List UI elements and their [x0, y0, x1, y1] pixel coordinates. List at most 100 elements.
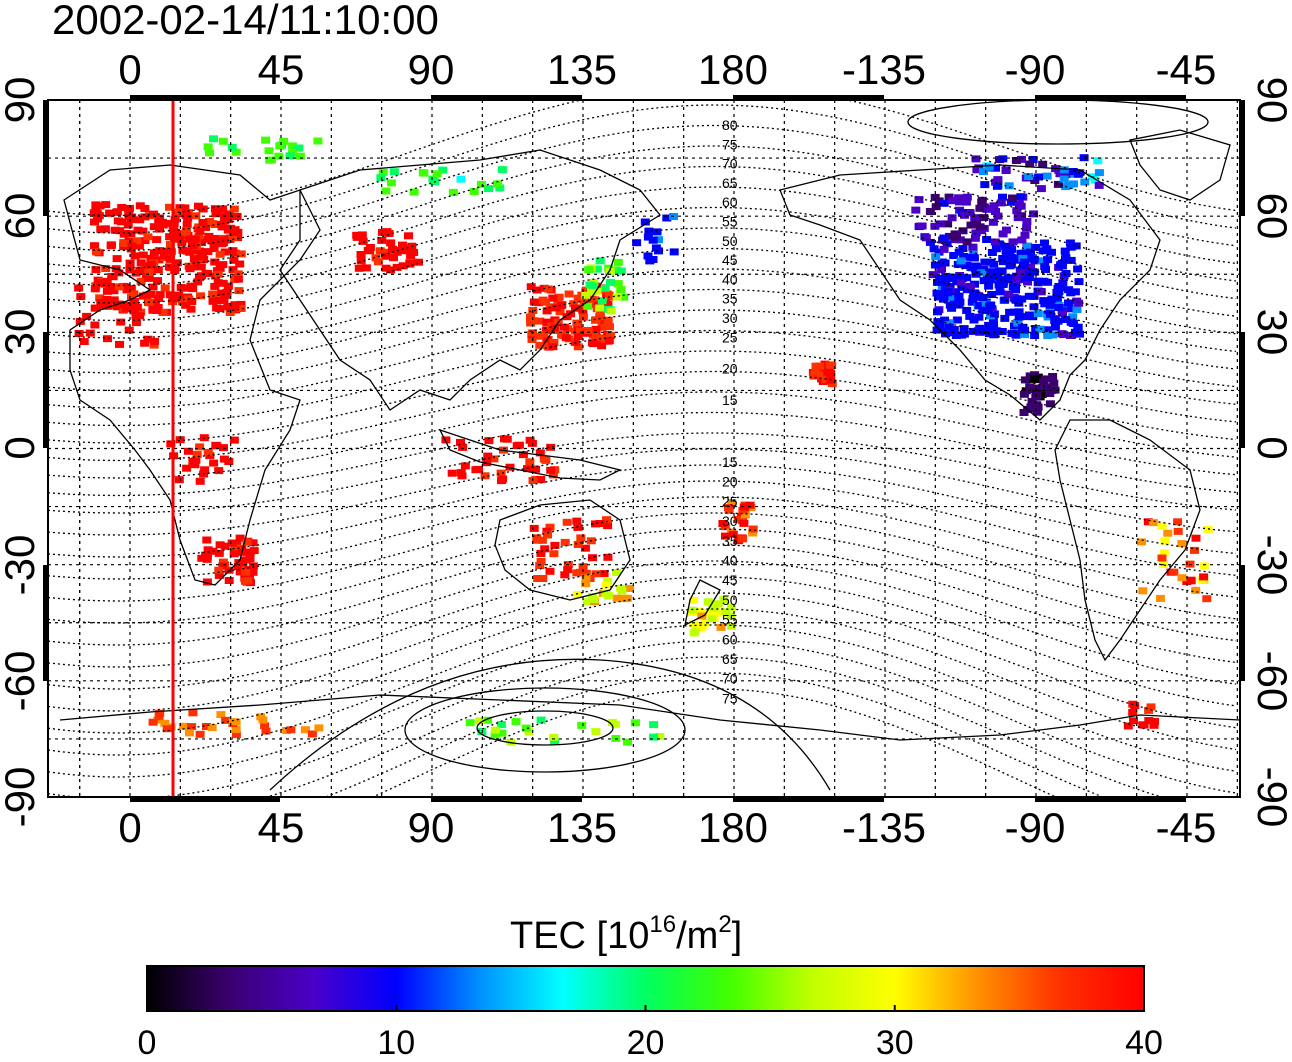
tec-cell [155, 709, 165, 717]
tec-cell [951, 288, 960, 296]
tec-cell [121, 304, 131, 312]
tec-cell [1055, 170, 1065, 178]
tec-cell [1199, 562, 1209, 570]
tec-cell [591, 316, 600, 324]
tec-cell [1017, 236, 1027, 244]
tec-cell [1123, 722, 1133, 730]
geomagnetic-contour [48, 206, 1237, 322]
tec-cell [165, 203, 174, 211]
tec-cell [566, 310, 575, 318]
tec-cell [389, 168, 399, 176]
tec-cell [1190, 546, 1199, 554]
tec-cell [921, 234, 931, 242]
tec-cell [581, 574, 591, 582]
tec-cell [643, 233, 653, 241]
tec-cell [599, 570, 609, 578]
tec-cell [944, 193, 954, 201]
lat-tick-label-left: 30 [0, 309, 43, 356]
tec-cell [218, 279, 228, 287]
tec-cell [991, 208, 1000, 215]
tec-cell [1059, 166, 1069, 174]
tec-cell [581, 580, 591, 588]
tec-cell [617, 587, 627, 595]
tec-cell [528, 465, 538, 473]
tec-cell [815, 362, 824, 370]
geomagnetic-contour [48, 391, 1237, 479]
tec-cell [969, 291, 979, 299]
tec-cell [1035, 325, 1045, 333]
tec-cell [127, 242, 137, 250]
lon-tick-label-top: 0 [118, 46, 141, 93]
tec-cell [498, 475, 508, 483]
tec-cell [986, 258, 996, 266]
tec-cell [149, 249, 159, 257]
tec-cell [1024, 311, 1034, 319]
tec-cell [248, 562, 258, 570]
tec-cell [1047, 295, 1057, 303]
tec-cell [153, 266, 163, 274]
tec-cell [709, 604, 719, 612]
tec-cell [1037, 257, 1047, 265]
frame-bar-left [43, 100, 49, 216]
tec-cell [1018, 323, 1027, 331]
contour-label: 55 [722, 612, 738, 628]
tec-cell [975, 324, 985, 332]
tec-cell [546, 443, 556, 451]
tec-cell [203, 248, 213, 256]
tec-cell [935, 220, 945, 228]
tec-cell [260, 722, 270, 730]
tec-cell [961, 261, 971, 269]
tec-cell [998, 255, 1008, 262]
tec-cell [1064, 286, 1074, 294]
tec-cell [195, 477, 205, 485]
tec-cell [984, 321, 994, 329]
tec-cell [930, 261, 940, 269]
tec-cell [721, 608, 731, 616]
coastline-path [59, 694, 1240, 741]
tec-cell [947, 214, 957, 222]
tec-cell [560, 538, 570, 546]
tec-cell [214, 566, 224, 574]
tec-cell [165, 255, 175, 263]
tec-cell [243, 577, 253, 585]
tec-cell [1016, 193, 1026, 201]
tec-cell [229, 229, 239, 237]
tec-cell [527, 336, 537, 343]
tec-cell [1032, 401, 1042, 409]
tec-cell [185, 729, 194, 737]
tec-cell [526, 319, 536, 327]
tec-cell [1000, 296, 1010, 304]
tec-cell [550, 738, 560, 746]
tec-cell [447, 469, 457, 477]
tec-cell [934, 197, 944, 205]
tec-cell [577, 721, 587, 729]
tec-cell [525, 458, 535, 466]
top-longitude-labels: 0 45 90 135 180 -135 -90 -45 [118, 46, 1216, 93]
tec-cell [991, 245, 1001, 253]
tec-cell [542, 307, 552, 315]
tec-cell [688, 606, 698, 614]
tec-cell [934, 248, 944, 256]
tec-cell [1074, 278, 1084, 286]
tec-cell [228, 302, 238, 310]
tec-cell [1068, 320, 1078, 327]
tec-cell [591, 728, 601, 736]
tec-cell [606, 307, 616, 315]
tec-cell [549, 550, 559, 558]
tec-cell [943, 220, 953, 228]
tec-cell [228, 247, 238, 255]
tec-cell [1143, 518, 1153, 526]
geomagnetic-contour [48, 512, 1237, 624]
tec-cell [1053, 180, 1063, 188]
tec-cell [1029, 255, 1039, 263]
tec-cell [1061, 316, 1071, 323]
tec-cell [115, 340, 124, 348]
tec-cell [954, 248, 964, 256]
tec-cell [984, 163, 994, 171]
tec-cell [599, 335, 609, 343]
tec-cell [165, 240, 175, 248]
tec-cell [1094, 169, 1104, 177]
tec-cell [114, 269, 124, 277]
south-pole-contour-outer [269, 658, 831, 791]
tec-cell [354, 264, 364, 272]
